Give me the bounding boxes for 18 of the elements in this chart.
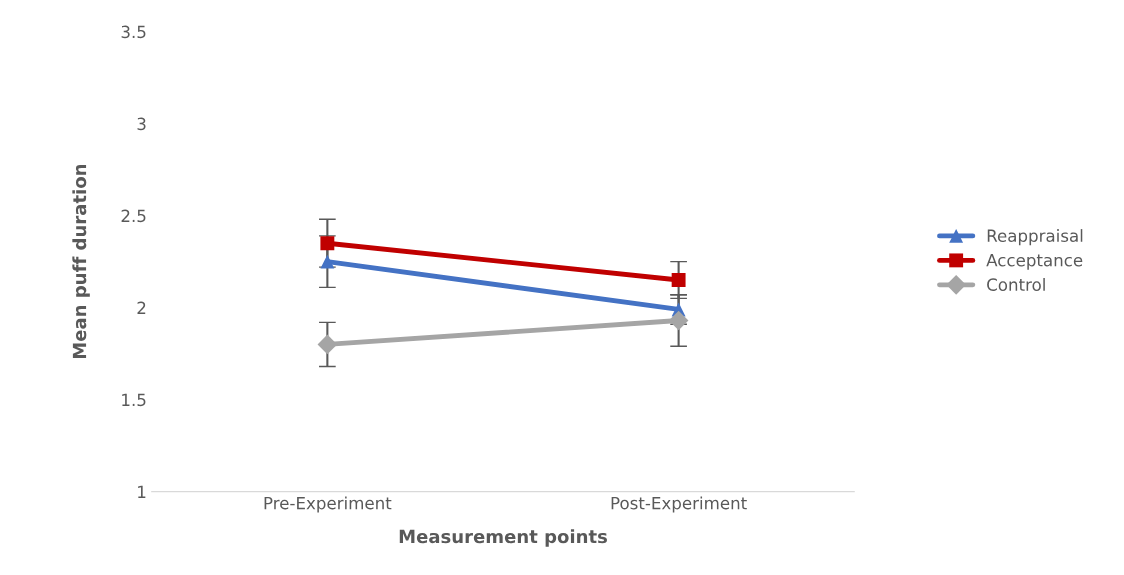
x-tick-label: Pre-Experiment	[264, 496, 392, 513]
point	[320, 254, 335, 269]
y-tick-label: 1	[138, 485, 146, 498]
legend-label: Reappraisal	[987, 229, 1083, 246]
legend-label: Acceptance	[986, 254, 1083, 270]
y-axis-title: Mean puff duration	[72, 164, 90, 359]
y-tick-label: 2.5	[121, 209, 146, 223]
y-tick-label: 3	[137, 117, 146, 131]
legend-label: Control	[987, 278, 1045, 291]
y-tick-label: 1.5	[122, 393, 146, 407]
y-tick-label: 3.5	[121, 25, 146, 39]
y-tick-label: 2	[137, 301, 146, 314]
point	[317, 334, 338, 355]
point	[671, 273, 686, 287]
point	[668, 310, 689, 331]
point	[320, 236, 335, 251]
x-axis-title: Measurement points	[399, 529, 607, 547]
x-tick-label: Post-Experiment	[611, 496, 747, 513]
